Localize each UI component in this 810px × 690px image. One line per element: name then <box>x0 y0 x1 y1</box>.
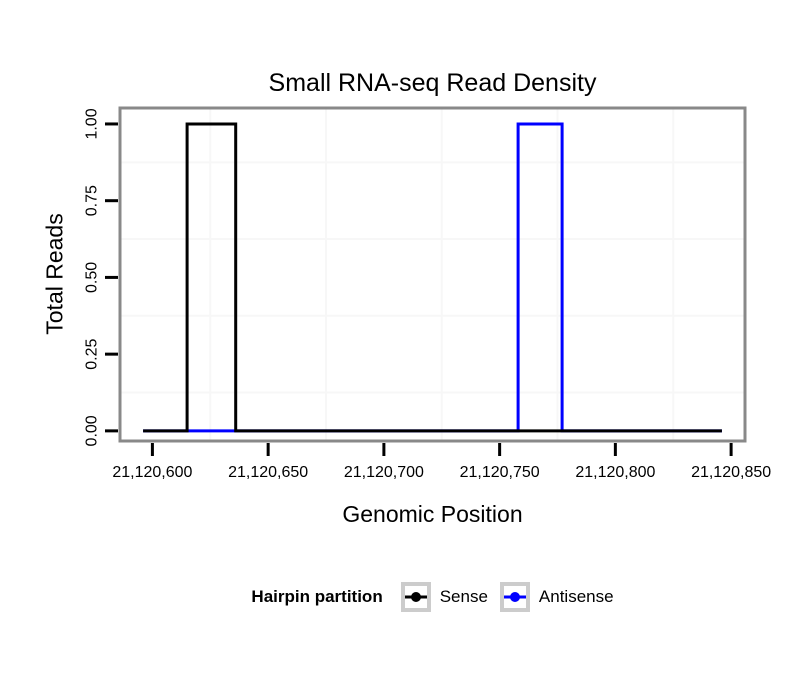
series-sense <box>143 122 722 433</box>
legend-title: Hairpin partition <box>251 587 383 606</box>
panel-background <box>120 108 745 441</box>
y-axis-title: Total Reads <box>41 213 68 335</box>
legend-key-sense <box>400 582 431 612</box>
legend: Hairpin partition Sense An <box>120 582 745 612</box>
legend-entry-sense: Sense <box>400 582 488 612</box>
legend-label-antisense: Antisense <box>538 587 614 606</box>
x-axis-title: Genomic Position <box>342 501 523 527</box>
y-tick-label: 0.75 <box>84 185 101 216</box>
legend-label-sense: Sense <box>439 587 488 606</box>
x-tick-label: 21,120,650 <box>228 464 308 481</box>
y-tick-label: 0.25 <box>84 338 101 369</box>
panel-border <box>118 106 747 443</box>
y-tick-label: 0.50 <box>84 262 101 293</box>
x-tick-label: 21,120,800 <box>575 464 655 481</box>
legend-entry-antisense: Antisense <box>499 582 614 612</box>
y-tick-label: 0.00 <box>84 415 101 446</box>
y-tick-label: 1.00 <box>84 108 101 139</box>
legend-key-antisense <box>499 582 530 612</box>
sense-line-dot-icon <box>404 592 427 602</box>
x-tick-label: 21,120,750 <box>460 464 540 481</box>
chart-title: Small RNA-seq Read Density <box>268 69 597 97</box>
x-tick-label: 21,120,600 <box>112 464 192 481</box>
legend-items: Sense Antisense <box>400 582 614 612</box>
x-tick-label: 21,120,700 <box>344 464 424 481</box>
x-tick-label: 21,120,850 <box>691 464 771 481</box>
antisense-line-dot-icon <box>503 592 526 602</box>
